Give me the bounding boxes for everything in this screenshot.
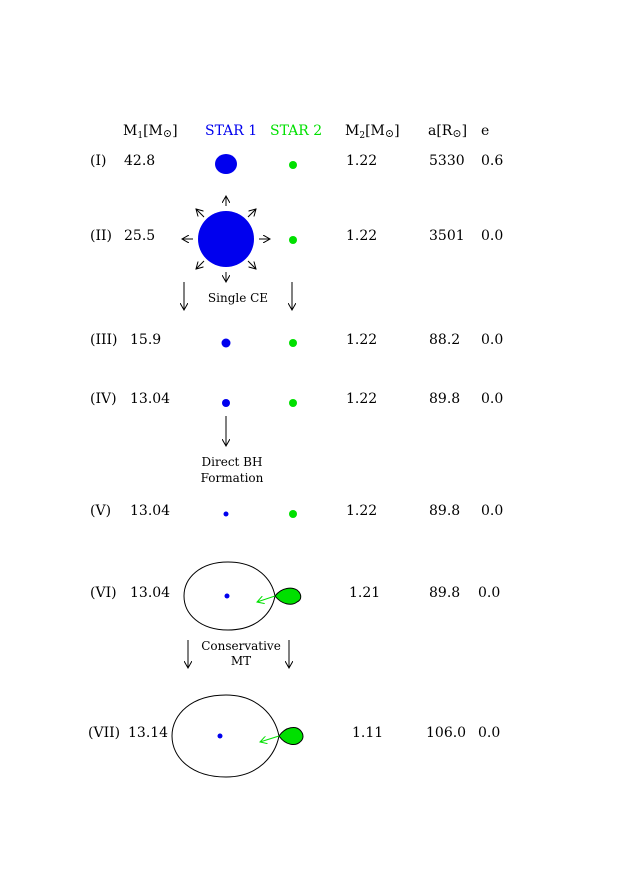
m2-value: 1.11 [352, 725, 383, 741]
roche-lobe-donor [278, 727, 304, 745]
expansion-arrow-downright [247, 260, 256, 269]
m2-value: 1.21 [349, 585, 380, 601]
eccentricity-value: 0.0 [478, 585, 500, 601]
stage-label: (II) [90, 228, 112, 244]
star1-header: STAR 1 [205, 123, 257, 139]
separation-value: 3501 [429, 228, 465, 244]
m1-value: 13.04 [130, 391, 170, 407]
stage-2-stars [182, 196, 297, 282]
stage-row-5: (V) 13.04 1.22 89.8 0.0 [90, 503, 503, 519]
mass-transfer-arrow [260, 735, 280, 742]
stage-row-7: (VII) 13.14 1.11 106.0 0.0 [88, 725, 500, 741]
star1-black-hole [217, 733, 223, 739]
stage-row-4: (IV) 13.04 1.22 89.8 0.0 [90, 391, 503, 407]
star1-black-hole [224, 593, 230, 599]
stage-label: (VI) [90, 585, 117, 601]
stage-row-6: (VI) 13.04 1.21 89.8 0.0 [90, 585, 500, 601]
stage-label: (VII) [88, 725, 120, 741]
eccentricity-header: e [481, 123, 489, 139]
expansion-arrow-upleft [196, 209, 205, 218]
m1-value: 13.04 [130, 503, 170, 519]
roche-lobe-bh [183, 561, 276, 631]
stage-label: (V) [90, 503, 111, 519]
eccentricity-value: 0.6 [481, 153, 503, 169]
star2-disc [289, 510, 297, 518]
m2-value: 1.22 [346, 503, 377, 519]
stage-6-stars [183, 561, 302, 631]
sun-symbol: ⊙ [163, 127, 172, 140]
stage-3-stars [221, 338, 297, 348]
stage-4-stars [222, 399, 297, 407]
separation-header: a[R⊙] [428, 123, 467, 140]
separation-value: 89.8 [429, 585, 460, 601]
m2-value: 1.22 [346, 228, 377, 244]
star2-header: STAR 2 [270, 123, 322, 139]
stage-row-3: (III) 15.9 1.22 88.2 0.0 [90, 332, 503, 348]
direct-bh-label-line2: Formation [201, 471, 264, 485]
expansion-arrow-downleft [196, 260, 205, 269]
conservative-label-line1: Conservative [201, 639, 281, 653]
m1-value: 25.5 [124, 228, 155, 244]
star2-disc [289, 161, 297, 169]
stage-row-2: (II) 25.5 1.22 3501 0.0 [90, 228, 503, 244]
star1-disc [221, 338, 231, 348]
m1-value: 42.8 [124, 153, 155, 169]
transition-single-ce: Single CE [184, 282, 292, 310]
roche-lobe-donor [274, 587, 302, 605]
expansion-arrow-upright [247, 209, 256, 218]
stage-1-stars [215, 154, 297, 174]
single-ce-label: Single CE [208, 291, 268, 305]
star1-expanded-disc [198, 211, 254, 267]
m2-value: 1.22 [346, 153, 377, 169]
header-row: M1[M⊙] STAR 1 STAR 2 M2[M⊙] a[R⊙] e [123, 123, 489, 141]
m2-header: M2[M⊙] [345, 123, 400, 141]
m1-value: 13.14 [128, 725, 168, 741]
stage-row-1: (I) 42.8 1.22 5330 0.6 [90, 153, 503, 169]
sun-symbol: ⊙ [452, 127, 461, 140]
transition-conservative-mt: Conservative MT [188, 639, 289, 668]
expansion-arrows [182, 196, 270, 282]
separation-value: 88.2 [429, 332, 460, 348]
m2-value: 1.22 [346, 332, 377, 348]
eccentricity-value: 0.0 [481, 228, 503, 244]
stage-7-stars [171, 694, 304, 778]
m1-value: 13.04 [130, 585, 170, 601]
stage-label: (I) [90, 153, 106, 169]
eccentricity-value: 0.0 [478, 725, 500, 741]
m1-value: 15.9 [130, 332, 161, 348]
star1-disc [215, 154, 237, 174]
conservative-label-line2: MT [231, 654, 251, 668]
eccentricity-value: 0.0 [481, 503, 503, 519]
roche-lobe-bh [171, 694, 280, 778]
sun-symbol: ⊙ [385, 127, 394, 140]
direct-bh-label-line1: Direct BH [202, 455, 263, 469]
transition-direct-bh: Direct BH Formation [201, 416, 264, 485]
star1-black-hole [223, 511, 229, 517]
m1-header: M1[M⊙] [123, 123, 178, 141]
eccentricity-value: 0.0 [481, 391, 503, 407]
star2-disc [289, 236, 297, 244]
separation-value: 89.8 [429, 391, 460, 407]
star2-disc [289, 339, 297, 347]
stage-label: (III) [90, 332, 118, 348]
separation-value: 106.0 [426, 725, 466, 741]
separation-value: 89.8 [429, 503, 460, 519]
stage-5-stars [223, 510, 297, 518]
mass-transfer-arrow [257, 595, 276, 602]
star1-disc [222, 399, 230, 407]
star2-disc [289, 399, 297, 407]
m2-value: 1.22 [346, 391, 377, 407]
eccentricity-value: 0.0 [481, 332, 503, 348]
stage-label: (IV) [90, 391, 117, 407]
separation-value: 5330 [429, 153, 465, 169]
